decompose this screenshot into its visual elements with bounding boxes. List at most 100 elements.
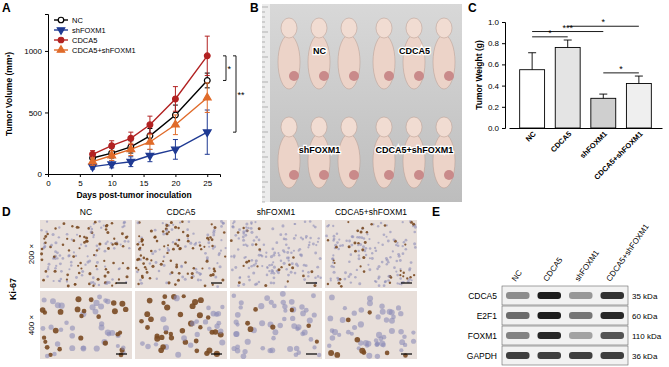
nucleus xyxy=(231,225,234,228)
nucleus xyxy=(311,293,316,298)
nucleus xyxy=(248,260,251,263)
nucleus xyxy=(78,272,81,275)
nucleus xyxy=(309,241,311,243)
nucleus xyxy=(344,271,347,274)
tick: 0.4 xyxy=(488,82,505,91)
ihc-image xyxy=(230,220,322,288)
nucleus xyxy=(92,276,95,279)
nucleus xyxy=(410,261,413,264)
nucleus xyxy=(81,270,84,273)
band xyxy=(601,352,625,359)
nucleus xyxy=(114,242,117,245)
axis: 05001000 xyxy=(24,15,48,180)
nucleus xyxy=(44,241,47,244)
significance-label: ** xyxy=(238,90,246,100)
nucleus xyxy=(360,231,363,234)
nucleus xyxy=(220,225,223,228)
ruler-tick xyxy=(262,12,265,13)
background xyxy=(0,0,669,367)
nucleus xyxy=(378,265,381,268)
mouse-head xyxy=(376,117,392,137)
nucleus xyxy=(304,308,309,313)
scale-bar xyxy=(211,353,222,354)
nucleus xyxy=(53,328,59,334)
tick: 5 xyxy=(78,174,83,188)
nucleus xyxy=(42,335,46,339)
nucleus xyxy=(61,257,64,260)
nucleus xyxy=(384,317,389,322)
tick-mark xyxy=(45,51,48,52)
nucleus xyxy=(121,345,126,350)
nucleus xyxy=(245,229,248,232)
nucleus xyxy=(263,244,265,246)
axis-line xyxy=(49,175,221,178)
nucleus xyxy=(278,254,280,256)
nucleus xyxy=(230,239,233,242)
nucleus xyxy=(141,275,144,278)
tumor xyxy=(414,71,424,81)
nucleus xyxy=(308,244,311,247)
nucleus xyxy=(208,246,210,248)
nucleus xyxy=(251,259,254,262)
nucleus xyxy=(120,244,122,246)
nucleus xyxy=(98,284,100,286)
nucleus xyxy=(67,255,70,258)
nucleus xyxy=(243,244,245,246)
nucleus xyxy=(387,279,390,282)
nucleus xyxy=(151,252,154,255)
nucleus xyxy=(97,294,102,299)
nucleus xyxy=(385,257,388,260)
nucleus xyxy=(385,351,390,356)
nucleus xyxy=(221,278,224,281)
nucleus xyxy=(387,240,390,243)
nucleus xyxy=(359,265,361,267)
nucleus xyxy=(50,298,56,304)
nucleus xyxy=(239,300,244,305)
nucleus xyxy=(156,240,159,243)
nucleus xyxy=(317,275,320,278)
nucleus xyxy=(125,275,128,278)
tumor xyxy=(349,71,359,81)
nucleus xyxy=(203,246,205,248)
nucleus xyxy=(167,249,170,252)
nucleus xyxy=(261,255,264,258)
nucleus xyxy=(299,304,304,309)
nucleus xyxy=(245,243,247,245)
nucleus xyxy=(190,321,195,326)
ruler-tick xyxy=(262,32,268,33)
nucleus xyxy=(67,284,70,287)
nucleus xyxy=(166,252,168,254)
nucleus xyxy=(293,223,295,225)
nucleus xyxy=(265,252,267,254)
nucleus xyxy=(90,228,93,231)
image-background xyxy=(230,291,322,359)
nucleus xyxy=(97,278,100,281)
bar xyxy=(520,70,545,128)
nucleus xyxy=(206,348,212,354)
blot-row xyxy=(502,326,628,345)
nucleus xyxy=(238,281,241,284)
nucleus xyxy=(239,276,241,278)
nucleus xyxy=(111,300,116,305)
nucleus xyxy=(121,226,124,229)
nucleus xyxy=(94,345,100,351)
group-label: shFOXM1 xyxy=(299,145,341,155)
plot-area xyxy=(89,36,211,171)
nucleus xyxy=(374,342,379,347)
nucleus xyxy=(160,316,166,322)
tick-label: 1000 xyxy=(24,47,42,56)
nucleus xyxy=(190,303,196,309)
nucleus xyxy=(277,271,280,274)
nucleus xyxy=(293,237,296,240)
nucleus xyxy=(337,333,341,337)
tick-label: 0.8 xyxy=(488,39,500,48)
marker xyxy=(147,122,153,128)
nucleus xyxy=(169,332,173,336)
mouse-head xyxy=(341,18,357,38)
nucleus xyxy=(208,267,210,269)
nucleus xyxy=(99,324,105,330)
mouse-head xyxy=(311,18,327,38)
nucleus xyxy=(285,268,287,270)
nucleus xyxy=(59,327,64,332)
nucleus xyxy=(277,252,279,254)
